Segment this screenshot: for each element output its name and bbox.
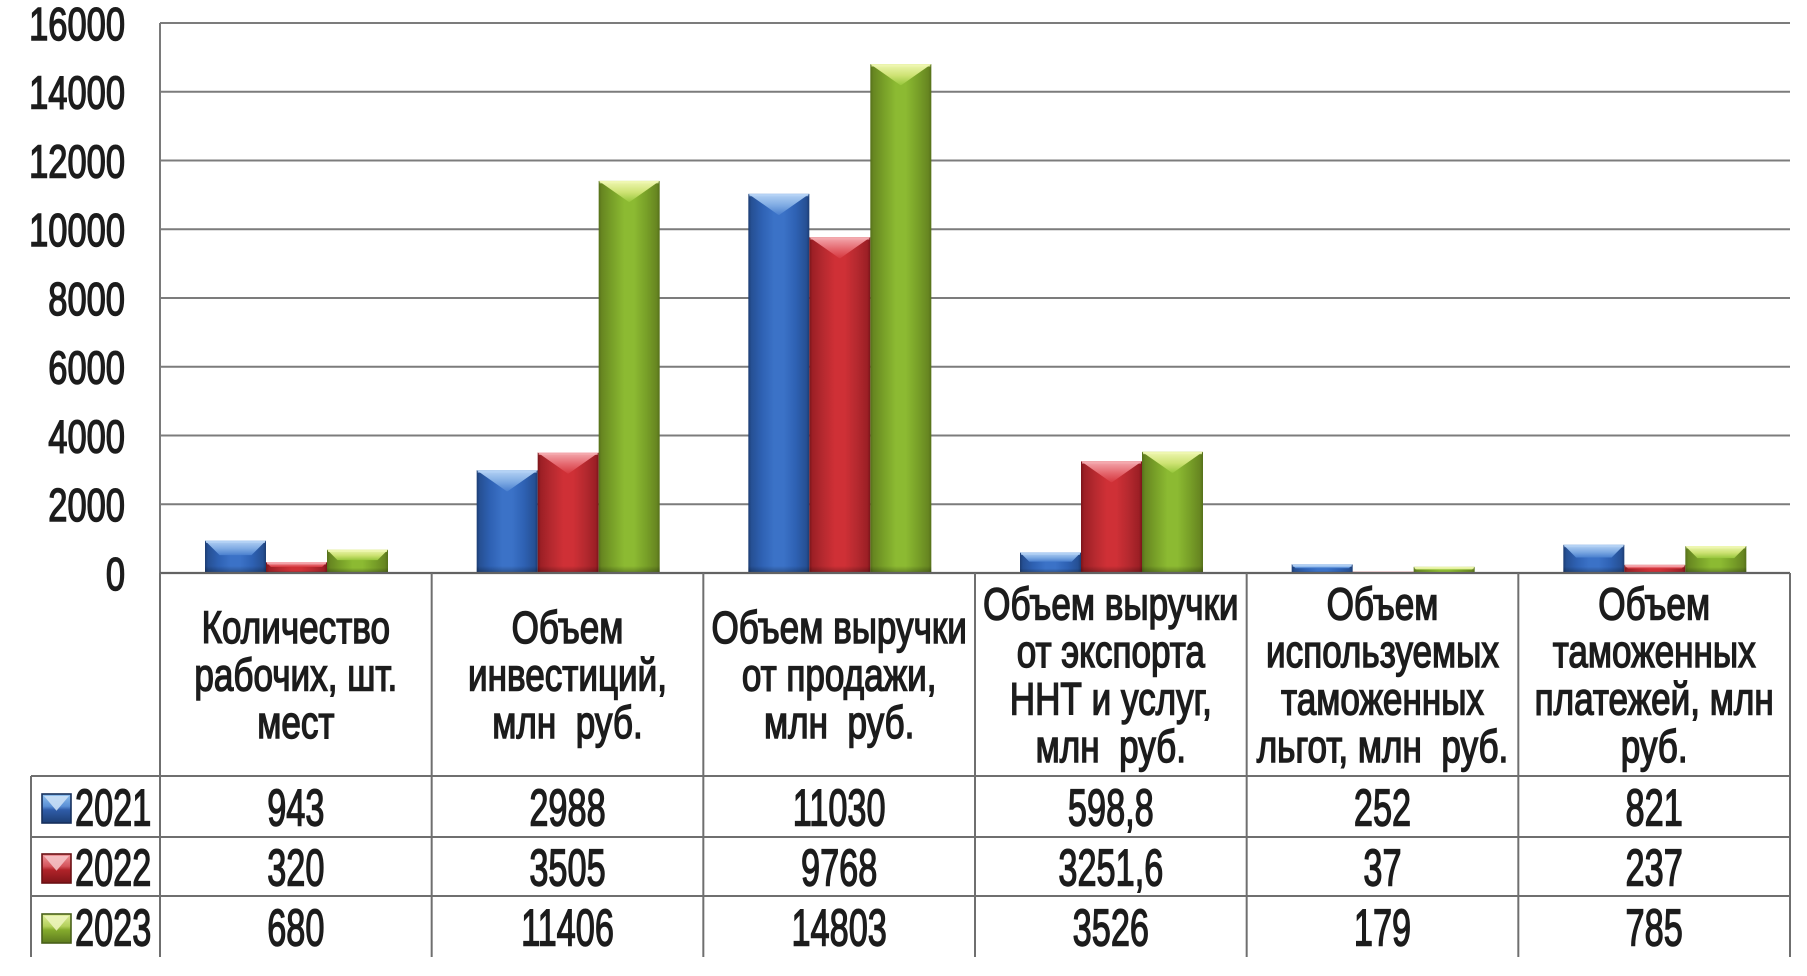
svg-text:от экспорта: от экспорта <box>1017 626 1206 677</box>
svg-text:11406: 11406 <box>521 899 614 957</box>
svg-text:таможенных: таможенных <box>1553 626 1756 677</box>
svg-text:6000: 6000 <box>48 342 125 394</box>
svg-text:2000: 2000 <box>48 479 125 531</box>
svg-text:179: 179 <box>1354 899 1411 957</box>
svg-text:680: 680 <box>267 899 324 957</box>
svg-text:3505: 3505 <box>529 839 605 897</box>
svg-text:785: 785 <box>1626 899 1683 957</box>
svg-text:ННТ и услуг,: ННТ и услуг, <box>1010 673 1212 724</box>
svg-text:инвестиций,: инвестиций, <box>468 649 667 700</box>
svg-text:3251,6: 3251,6 <box>1058 839 1163 897</box>
svg-text:млн руб.: млн руб. <box>764 697 914 748</box>
svg-text:2023: 2023 <box>75 899 151 957</box>
svg-text:943: 943 <box>267 779 324 837</box>
svg-text:льгот, млн руб.: льгот, млн руб. <box>1257 721 1509 772</box>
svg-text:821: 821 <box>1626 779 1683 837</box>
svg-text:252: 252 <box>1354 779 1411 837</box>
svg-text:14803: 14803 <box>791 899 886 957</box>
svg-text:320: 320 <box>267 839 324 897</box>
svg-text:10000: 10000 <box>29 204 125 256</box>
svg-text:2021: 2021 <box>75 779 151 837</box>
svg-text:Объем: Объем <box>512 602 624 653</box>
svg-text:Количество: Количество <box>202 602 390 653</box>
svg-text:9768: 9768 <box>801 839 877 897</box>
svg-text:Объем: Объем <box>1327 578 1439 629</box>
svg-text:млн руб.: млн руб. <box>1036 721 1186 772</box>
svg-text:237: 237 <box>1626 839 1683 897</box>
svg-text:платежей, млн: платежей, млн <box>1535 673 1774 724</box>
svg-text:12000: 12000 <box>29 135 125 187</box>
svg-text:мест: мест <box>257 697 334 748</box>
svg-text:4000: 4000 <box>48 410 125 462</box>
svg-text:2022: 2022 <box>75 839 151 897</box>
svg-text:16000: 16000 <box>29 0 125 50</box>
svg-text:3526: 3526 <box>1073 899 1149 957</box>
svg-text:рабочих, шт.: рабочих, шт. <box>194 649 397 700</box>
svg-text:млн руб.: млн руб. <box>492 697 642 748</box>
svg-text:Объем: Объем <box>1598 578 1710 629</box>
svg-text:8000: 8000 <box>48 273 125 325</box>
svg-text:таможенных: таможенных <box>1281 673 1484 724</box>
svg-text:11030: 11030 <box>793 779 886 837</box>
svg-text:598,8: 598,8 <box>1068 779 1154 837</box>
svg-text:Объем выручки: Объем выручки <box>983 578 1238 629</box>
svg-text:14000: 14000 <box>29 67 125 119</box>
svg-text:руб.: руб. <box>1621 721 1688 772</box>
svg-text:0: 0 <box>106 548 125 600</box>
svg-text:Объем выручки: Объем выручки <box>712 602 967 653</box>
svg-text:от продажи,: от продажи, <box>742 649 937 700</box>
svg-text:37: 37 <box>1363 839 1401 897</box>
svg-text:2988: 2988 <box>529 779 605 837</box>
svg-text:используемых: используемых <box>1266 626 1499 677</box>
